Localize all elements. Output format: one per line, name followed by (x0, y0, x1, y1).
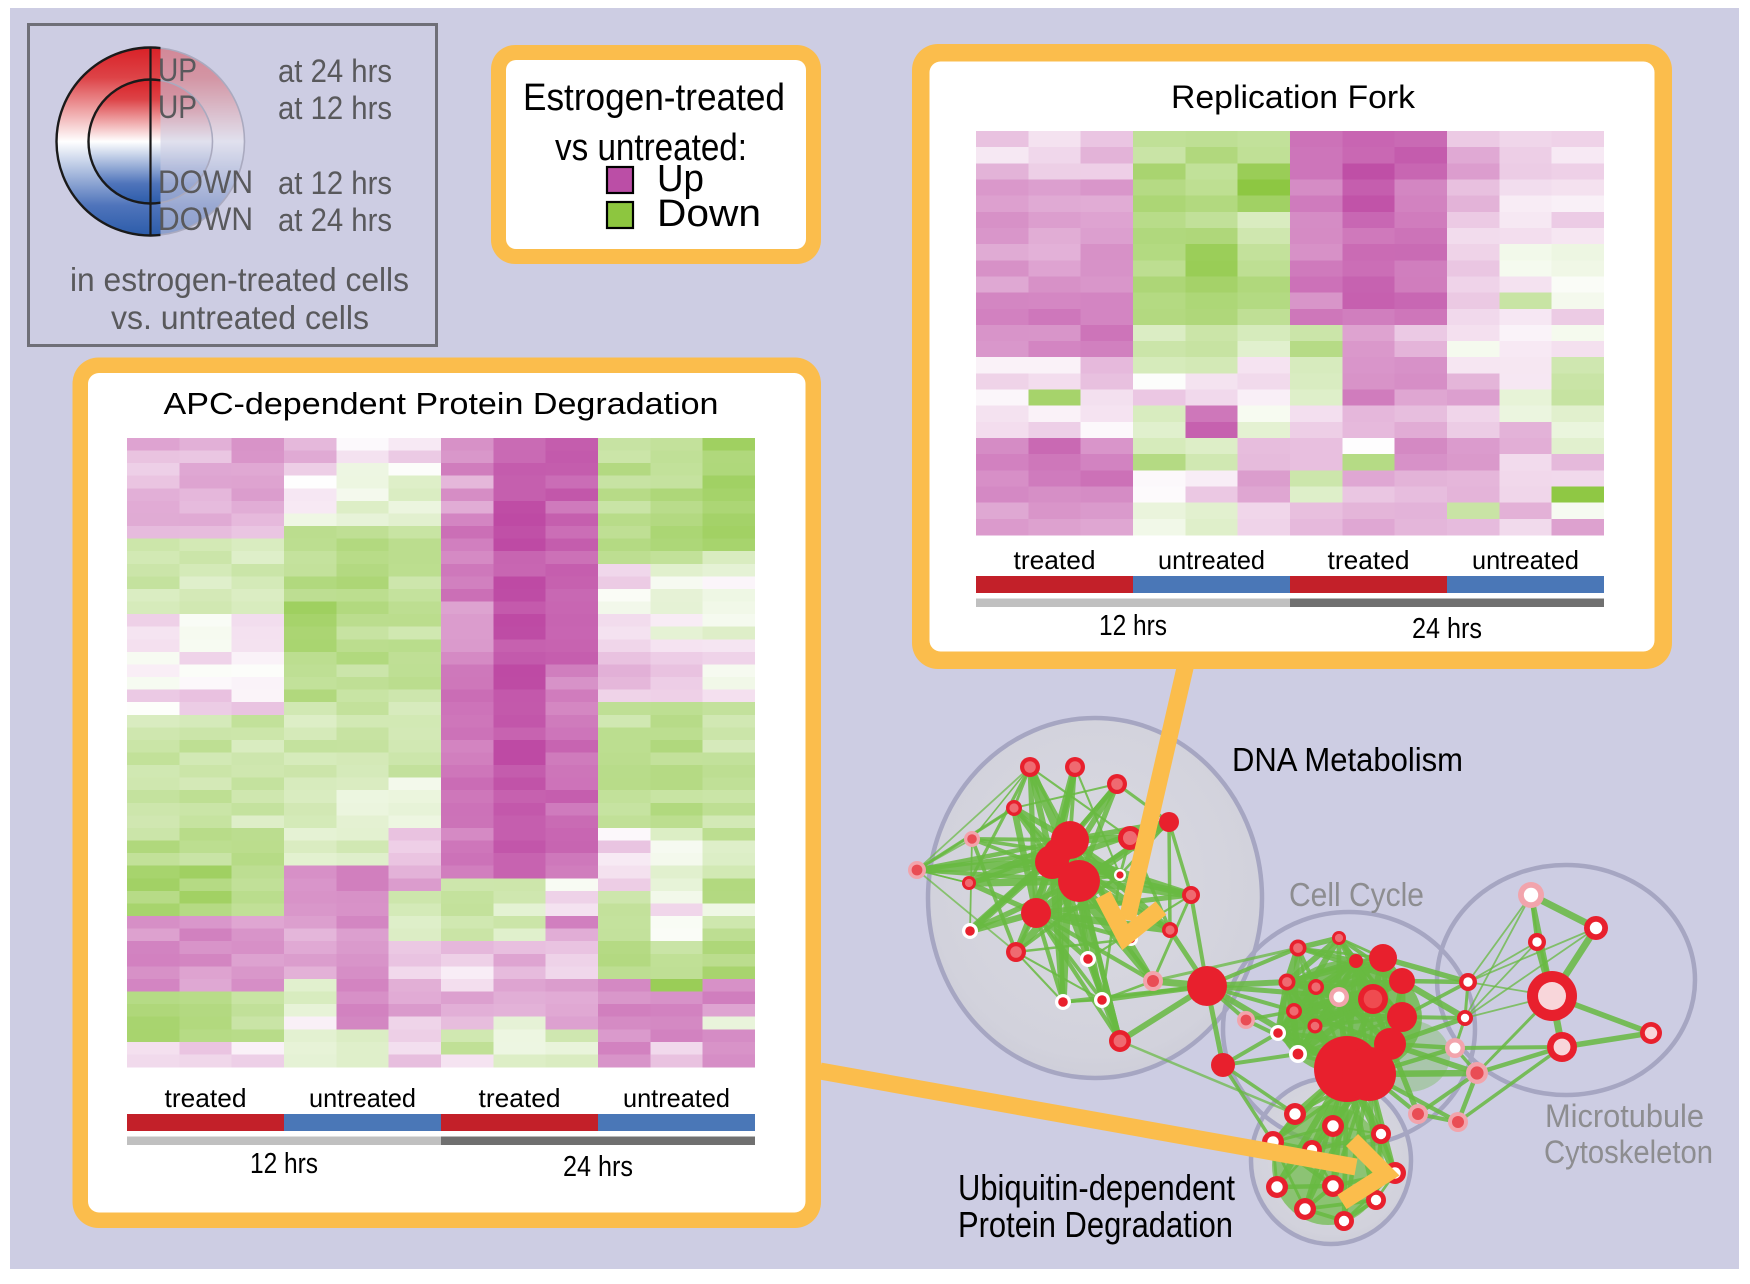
svg-text:untreated: untreated (623, 1083, 730, 1113)
svg-text:untreated: untreated (1158, 545, 1265, 575)
svg-text:at 24 hrs: at 24 hrs (278, 53, 392, 89)
svg-text:Replication Fork: Replication Fork (1171, 79, 1416, 115)
svg-text:at 24 hrs: at 24 hrs (278, 202, 392, 238)
svg-text:treated: treated (165, 1083, 247, 1113)
svg-text:at 12 hrs: at 12 hrs (278, 165, 392, 201)
svg-text:APC-dependent Protein Degradat: APC-dependent Protein Degradation (164, 386, 719, 421)
svg-text:untreated: untreated (309, 1083, 416, 1113)
svg-text:treated: treated (1014, 545, 1096, 575)
svg-text:in estrogen-treated cells: in estrogen-treated cells (70, 261, 409, 298)
svg-text:Protein Degradation: Protein Degradation (958, 1204, 1233, 1245)
svg-text:Estrogen-treated: Estrogen-treated (523, 77, 785, 119)
svg-text:DOWN: DOWN (158, 201, 253, 237)
svg-text:12 hrs: 12 hrs (250, 1148, 318, 1180)
svg-text:24 hrs: 24 hrs (563, 1151, 633, 1183)
svg-text:untreated: untreated (1472, 545, 1579, 575)
svg-text:UP: UP (158, 89, 197, 125)
svg-text:treated: treated (479, 1083, 561, 1113)
svg-text:Microtubule: Microtubule (1545, 1098, 1704, 1134)
svg-text:Ubiquitin-dependent: Ubiquitin-dependent (958, 1167, 1235, 1208)
svg-text:Down: Down (657, 193, 761, 235)
svg-text:DNA Metabolism: DNA Metabolism (1232, 741, 1463, 778)
svg-text:Cell Cycle: Cell Cycle (1289, 876, 1424, 913)
svg-text:24 hrs: 24 hrs (1412, 613, 1482, 645)
svg-text:vs. untreated cells: vs. untreated cells (111, 299, 369, 336)
svg-text:UP: UP (158, 52, 197, 88)
svg-text:vs untreated:: vs untreated: (555, 127, 747, 169)
svg-text:12 hrs: 12 hrs (1099, 610, 1167, 642)
svg-text:Up: Up (657, 158, 704, 200)
svg-text:Cytoskeleton: Cytoskeleton (1544, 1134, 1713, 1170)
svg-text:at 12 hrs: at 12 hrs (278, 90, 392, 126)
svg-text:DOWN: DOWN (158, 164, 253, 200)
svg-text:treated: treated (1328, 545, 1410, 575)
